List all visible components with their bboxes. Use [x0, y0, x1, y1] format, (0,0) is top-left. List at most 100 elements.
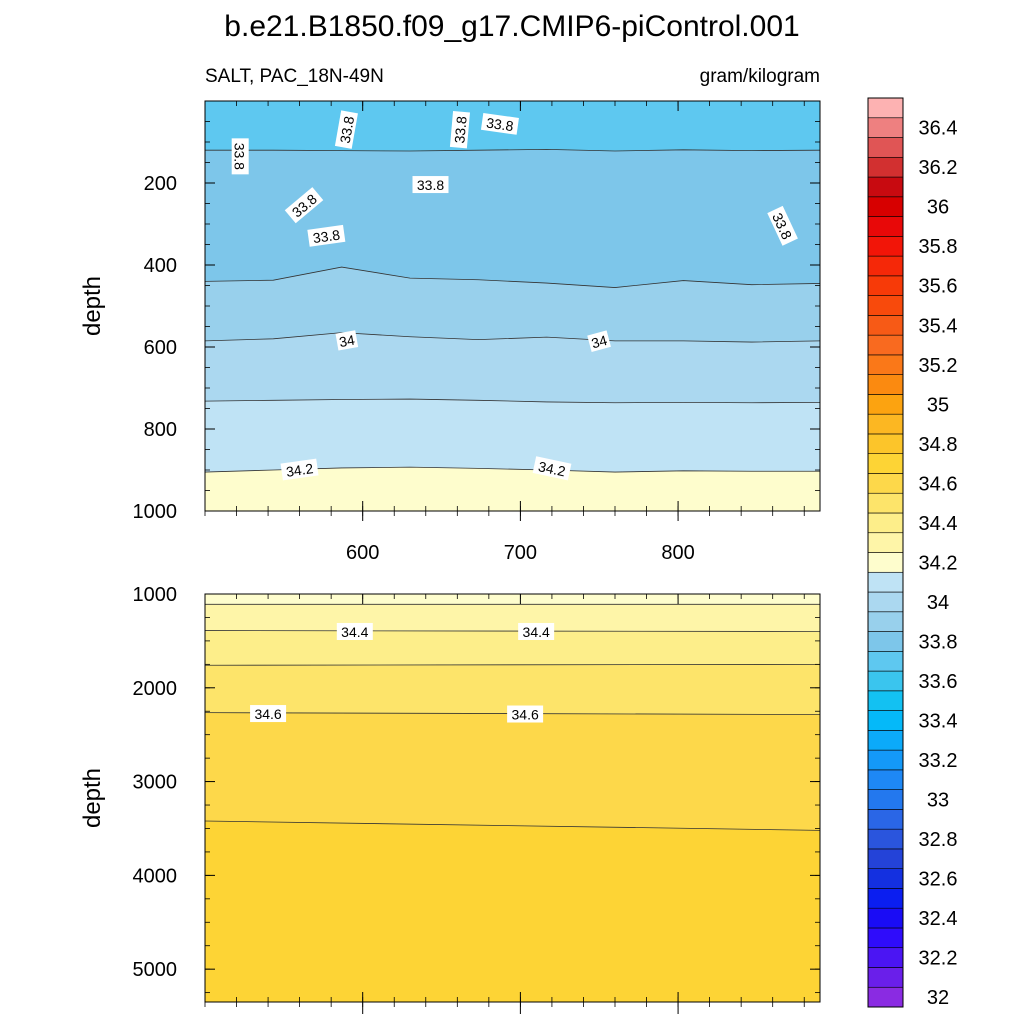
contour-band [205, 467, 820, 511]
colorbar-label: 34.6 [919, 473, 958, 495]
y-tick-label: 5000 [133, 959, 178, 981]
colorbar-label: 34.2 [919, 552, 958, 574]
colorbar-box [867, 433, 904, 454]
contour-label: 33.8 [307, 224, 346, 247]
colorbar-label: 35.2 [919, 355, 958, 377]
colorbar-label: 36.4 [919, 118, 958, 140]
contour-label-text: 34.2 [285, 460, 314, 480]
y-tick-label: 800 [144, 419, 177, 441]
colorbar-box [867, 888, 904, 909]
contour-label: 34 [587, 330, 611, 352]
contour-line [205, 148, 820, 152]
contour-band [205, 149, 820, 288]
contour-band [205, 664, 820, 715]
contour-label-text: 34 [338, 332, 356, 350]
colorbar-label: 35.4 [919, 315, 958, 337]
colorbar-box [867, 789, 904, 810]
contour-label-text: 33.8 [337, 115, 358, 145]
y-tick-label: 4000 [133, 865, 178, 887]
colorbar-label: 34.8 [919, 434, 958, 456]
colorbar-box [867, 216, 904, 237]
contour-line [205, 663, 820, 666]
contour-label: 34.2 [532, 456, 572, 481]
contour-band [205, 399, 820, 473]
plot-frame [204, 593, 821, 1003]
colorbar-box [867, 552, 904, 573]
y-axis-label: depth [79, 276, 106, 336]
contour-label-text: 34.6 [254, 706, 281, 722]
colorbar-box [867, 769, 904, 790]
colorbar-box [867, 690, 904, 711]
colorbar-box [867, 967, 904, 988]
contour-label-text: 34.2 [537, 458, 567, 479]
contour-band [205, 820, 820, 1002]
colorbar-box [867, 631, 904, 652]
lower-panel: 34.4 34.4 34.6 34.6 1000 2000 3000 4000 5000 dept… [79, 584, 821, 1014]
contour-line [205, 820, 820, 831]
colorbar-label: 34 [927, 592, 949, 614]
contour-label: 33.8 [412, 176, 449, 194]
colorbar-label: 33.8 [919, 631, 958, 653]
colorbar-box [867, 512, 904, 534]
y-tick-label: 400 [144, 255, 177, 277]
colorbar-box [867, 670, 904, 692]
colorbar-box [867, 117, 904, 138]
colorbar-label: 32.8 [919, 829, 958, 851]
colorbar-label: 32.2 [919, 948, 958, 970]
colorbar-label: 33.6 [919, 671, 958, 693]
colorbar-box [867, 828, 904, 850]
colorbar-label: 32.6 [919, 869, 958, 891]
colorbar-frame [867, 97, 904, 1008]
contour-label: 33.8 [334, 110, 358, 149]
colorbar-label: 35.6 [919, 276, 958, 298]
contour-label: 34.2 [280, 458, 319, 481]
colorbar: 32 32.2 32.4 32.6 32.8 33 33.2 33.4 33.6 33.8 34 34… [867, 97, 958, 1009]
colorbar-label: 32.4 [919, 908, 958, 930]
variable-label: SALT, PAC_18N-49N [205, 66, 384, 87]
colorbar-box [867, 651, 904, 672]
contour-label: 33.8 [480, 112, 519, 135]
colorbar-box [867, 473, 904, 494]
colorbar-box [867, 809, 904, 830]
colorbar-label: 33 [927, 790, 949, 812]
contour-label: 33.8 [449, 110, 470, 149]
contour-band [205, 332, 820, 403]
colorbar-box [867, 275, 904, 296]
colorbar-box [867, 453, 904, 474]
colorbar-box [867, 611, 904, 632]
colorbar-label: 33.2 [919, 750, 958, 772]
colorbar-label: 36 [927, 197, 949, 219]
colorbar-box [867, 848, 904, 869]
contour-label: 34.6 [250, 705, 287, 723]
colorbar-box [867, 749, 904, 771]
colorbar-box [867, 492, 904, 514]
contour-band [205, 630, 820, 666]
colorbar-box [867, 374, 904, 395]
colorbar-label: 35 [927, 394, 949, 416]
y-tick-label: 2000 [133, 678, 178, 700]
y-tick-label: 3000 [133, 772, 178, 794]
colorbar-box [867, 591, 904, 613]
contour-line [205, 630, 820, 632]
contour-label-text: 33.8 [312, 226, 341, 246]
contour-label-text: 33.8 [417, 177, 444, 193]
contour-band [205, 267, 820, 343]
contour-label-text: 33.8 [232, 143, 248, 170]
upper-panel: 33.833.833.833.8 33.833.833.8 33.834 3434.2… [79, 100, 821, 564]
colorbar-box [867, 394, 904, 415]
contour-label: 33.8 [231, 138, 249, 175]
colorbar-box [867, 730, 904, 751]
contour-label-text: 34.4 [341, 624, 368, 640]
colorbar-label: 32 [927, 987, 949, 1009]
colorbar-box [867, 334, 904, 356]
contour-label-text: 33.8 [485, 115, 514, 135]
colorbar-box [867, 927, 904, 949]
colorbar-label: 36.2 [919, 157, 958, 179]
y-axis-label: depth [79, 768, 106, 828]
figure-title: b.e21.B1850.f09_g17.CMIP6-piControl.001 [224, 10, 799, 43]
contour-label-text: 34 [590, 332, 609, 352]
colorbar-box [867, 176, 904, 198]
contour-line [205, 332, 820, 343]
colorbar-box [867, 710, 904, 731]
